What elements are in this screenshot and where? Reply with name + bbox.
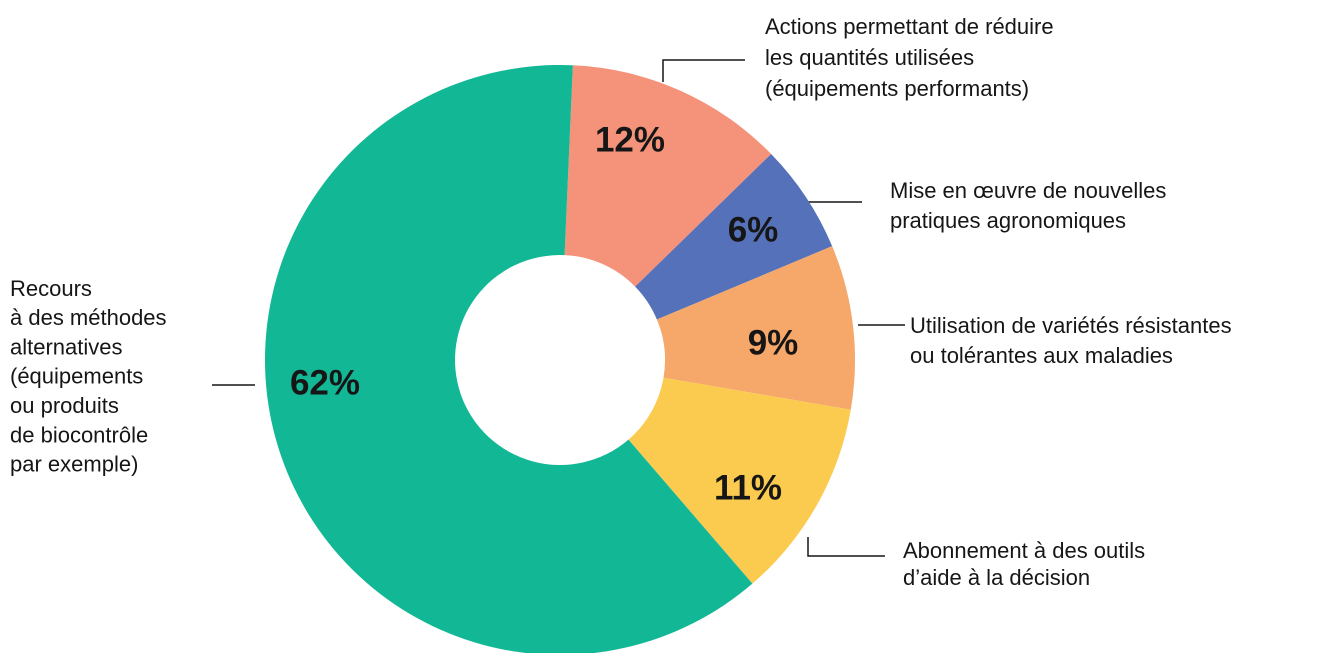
category-label: alternatives xyxy=(10,334,123,359)
category-label: pratiques agronomiques xyxy=(890,208,1126,233)
category-label: Utilisation de variétés résistantes xyxy=(910,313,1232,338)
category-label: Actions permettant de réduire xyxy=(765,14,1054,39)
donut-slice xyxy=(656,246,855,410)
category-label: Recours xyxy=(10,276,92,301)
category-label: ou tolérantes aux maladies xyxy=(910,343,1173,368)
category-label: d’aide à la décision xyxy=(903,565,1090,590)
donut-slice xyxy=(564,65,772,287)
category-label: (équipements performants) xyxy=(765,76,1029,101)
donut-slice xyxy=(265,65,753,653)
leader-line xyxy=(662,59,745,82)
value-label: 62% xyxy=(290,363,360,402)
category-label: (équipements xyxy=(10,364,143,389)
leader-line xyxy=(807,537,885,557)
value-label: 11% xyxy=(714,468,782,507)
category-label: ou produits xyxy=(10,393,119,418)
value-label: 9% xyxy=(748,323,799,362)
category-label: les quantités utilisées xyxy=(765,45,974,70)
category-label: Mise en œuvre de nouvelles xyxy=(890,178,1166,203)
donut-slice xyxy=(635,153,833,320)
donut-slice xyxy=(628,377,851,584)
category-label: de biocontrôle xyxy=(10,422,148,447)
value-label: 12% xyxy=(595,120,665,159)
value-label: 6% xyxy=(728,210,779,249)
category-label: Abonnement à des outils xyxy=(903,538,1145,563)
category-label: à des méthodes xyxy=(10,305,167,330)
category-label: par exemple) xyxy=(10,452,138,477)
